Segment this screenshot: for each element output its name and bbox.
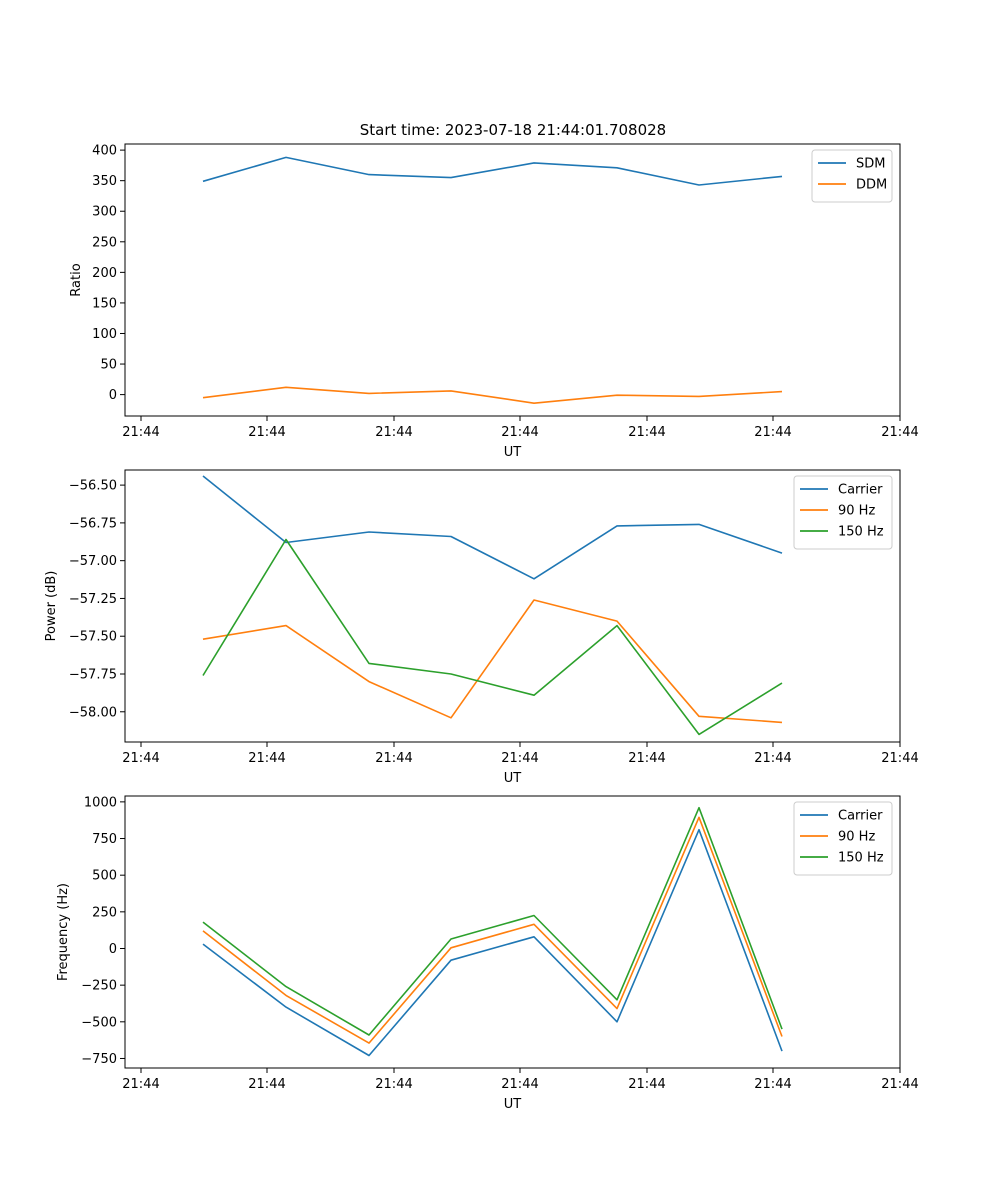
x-tick-label: 21:44 <box>628 425 665 440</box>
legend-label: 150 Hz <box>838 525 884 540</box>
x-tick-label: 21:44 <box>754 425 791 440</box>
axes-frame <box>124 469 901 743</box>
y-tick-label: 150 <box>92 296 117 311</box>
series-line-90-hz <box>202 816 783 1044</box>
legend: Carrier 90 Hz 150 Hz <box>793 475 893 550</box>
x-axis-label: UT <box>504 1097 522 1112</box>
x-tick-label: 21:44 <box>628 1077 665 1092</box>
y-tick-label: 750 <box>92 832 117 847</box>
y-tick-label: −750 <box>81 1052 117 1067</box>
y-tick-label: −56.50 <box>69 479 117 494</box>
y-tick-label: −500 <box>81 1015 117 1030</box>
x-tick-label: 21:44 <box>122 1077 159 1092</box>
legend-label: 90 Hz <box>838 830 875 845</box>
x-axis-label: UT <box>504 771 522 786</box>
y-tick-label: −250 <box>81 979 117 994</box>
axes-frame <box>124 795 901 1069</box>
y-tick-label: −57.25 <box>69 592 117 607</box>
x-tick-label: 21:44 <box>881 751 918 766</box>
chart-panel-3: 21:44 21:44 21:44 21:44 21:44 21:44 21:44 −750 −… <box>56 795 919 1112</box>
figure-title: Start time: 2023-07-18 21:44:01.708028 <box>360 121 666 139</box>
y-tick-label: 0 <box>109 388 117 403</box>
panels: 21:44 21:44 21:44 21:44 21:44 21:44 21:44 0 50 10… <box>44 143 919 1112</box>
y-tick-label: 1000 <box>84 795 117 810</box>
y-tick-label: 100 <box>92 327 117 342</box>
legend-label: Carrier <box>838 809 883 824</box>
legend-label: 150 Hz <box>838 851 884 866</box>
legend: SDM DDM <box>811 149 893 203</box>
series-line-carrier <box>202 828 783 1057</box>
y-tick-label: 500 <box>92 869 117 884</box>
legend-label: DDM <box>856 178 887 193</box>
x-tick-label: 21:44 <box>375 1077 412 1092</box>
chart-panel-1: 21:44 21:44 21:44 21:44 21:44 21:44 21:44 0 50 10… <box>69 143 919 460</box>
legend: Carrier 90 Hz 150 Hz <box>793 801 893 876</box>
x-axis-label: UT <box>504 445 522 460</box>
legend-label: Carrier <box>838 483 883 498</box>
y-axis-label: Frequency (Hz) <box>56 883 71 981</box>
y-tick-label: −57.75 <box>69 668 117 683</box>
x-tick-label: 21:44 <box>122 751 159 766</box>
x-tick-label: 21:44 <box>122 425 159 440</box>
x-tick-label: 21:44 <box>881 1077 918 1092</box>
x-tick-label: 21:44 <box>375 425 412 440</box>
y-tick-label: 250 <box>92 235 117 250</box>
series-line-sdm <box>202 156 783 186</box>
series-line-carrier <box>202 475 783 580</box>
legend-label: 90 Hz <box>838 504 875 519</box>
chart-panel-2: 21:44 21:44 21:44 21:44 21:44 21:44 21:44 −58.0… <box>44 469 919 786</box>
x-tick-label: 21:44 <box>248 751 285 766</box>
x-tick-label: 21:44 <box>501 1077 538 1092</box>
y-tick-label: 0 <box>109 942 117 957</box>
y-tick-label: −57.00 <box>69 554 117 569</box>
series-line-150-hz <box>202 806 783 1036</box>
y-tick-label: 250 <box>92 905 117 920</box>
x-tick-label: 21:44 <box>754 751 791 766</box>
y-tick-label: 50 <box>100 358 117 373</box>
y-tick-label: 200 <box>92 266 117 281</box>
y-tick-label: 300 <box>92 205 117 220</box>
y-tick-label: −56.75 <box>69 516 117 531</box>
x-tick-label: 21:44 <box>501 425 538 440</box>
x-tick-label: 21:44 <box>628 751 665 766</box>
y-tick-label: 350 <box>92 174 117 189</box>
axes-frame <box>124 143 901 417</box>
y-axis-label: Ratio <box>69 263 84 296</box>
series-line-ddm <box>202 386 783 405</box>
y-axis-label: Power (dB) <box>44 571 59 642</box>
x-tick-label: 21:44 <box>248 425 285 440</box>
x-tick-label: 21:44 <box>248 1077 285 1092</box>
legend-label: SDM <box>856 157 885 172</box>
y-tick-label: 400 <box>92 144 117 159</box>
y-tick-label: −57.50 <box>69 630 117 645</box>
x-tick-label: 21:44 <box>881 425 918 440</box>
x-tick-label: 21:44 <box>501 751 538 766</box>
y-tick-label: −58.00 <box>69 705 117 720</box>
series-line-90-hz <box>202 599 783 724</box>
x-tick-label: 21:44 <box>375 751 412 766</box>
series-line-150-hz <box>202 538 783 736</box>
x-tick-label: 21:44 <box>754 1077 791 1092</box>
